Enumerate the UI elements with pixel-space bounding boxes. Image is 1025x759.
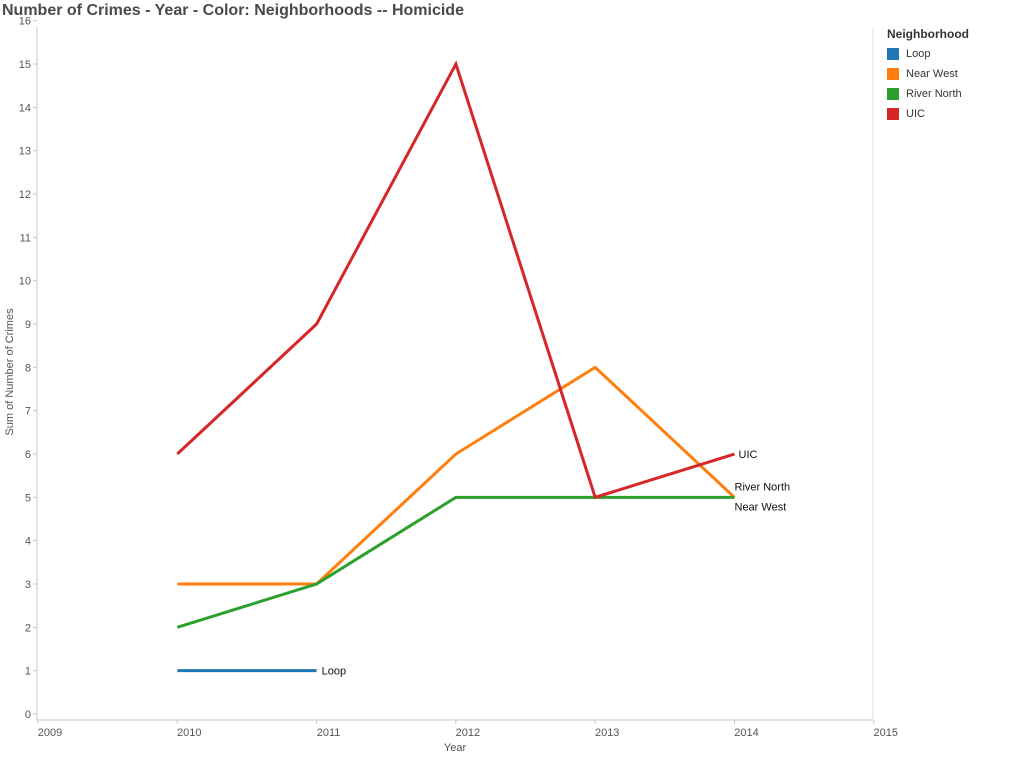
x-tick-label: 2015 [874, 727, 898, 739]
legend-swatch [887, 48, 899, 60]
legend-swatch [887, 88, 899, 100]
y-tick-label: 11 [20, 232, 31, 244]
y-tick-label: 10 [19, 276, 31, 288]
y-tick-label: 8 [25, 362, 31, 374]
series-line-uic [176, 60, 735, 500]
legend-title: Neighborhood [887, 27, 969, 41]
y-tick-label: 1 [25, 666, 31, 678]
x-tick-label: 2009 [38, 727, 62, 739]
legend-label: Loop [906, 48, 931, 60]
y-tick-label: 15 [19, 59, 31, 71]
series-line-river-north [176, 495, 735, 629]
series-lines [176, 60, 736, 673]
legend: Neighborhood Loop Near West River North UIC [887, 27, 969, 124]
legend-item-loop[interactable]: Loop [887, 44, 969, 64]
y-tick-label: 7 [25, 406, 31, 418]
end-label-river-north: River North [735, 481, 791, 493]
series-line-near-west [177, 365, 736, 586]
y-tick-label: 4 [25, 536, 31, 548]
legend-label: UIC [906, 108, 925, 120]
legend-label: Near West [906, 68, 958, 80]
end-label-near-west: Near West [735, 501, 787, 513]
legend-label: River North [906, 88, 962, 100]
end-labels: Loop Near West River North UIC [322, 449, 791, 678]
y-tick-label: 14 [19, 102, 31, 114]
end-label-loop: Loop [322, 666, 346, 678]
y-tick-label: 12 [19, 189, 31, 201]
y-tick-label: 5 [25, 492, 31, 504]
y-axis-title: Sum of Number of Crimes [4, 308, 16, 436]
y-tick-label: 2 [25, 622, 31, 634]
x-tick-label: 2014 [734, 727, 758, 739]
chart-title: Number of Crimes - Year - Color: Neighbo… [2, 2, 464, 19]
y-tick-label: 6 [25, 449, 31, 461]
legend-items: Loop Near West River North UIC [887, 44, 969, 124]
x-tick-label: 2010 [177, 727, 201, 739]
legend-item-river-north[interactable]: River North [887, 84, 969, 104]
legend-item-uic[interactable]: UIC [887, 104, 969, 124]
end-label-uic: UIC [739, 449, 758, 461]
x-tick-label: 2011 [317, 727, 341, 739]
x-tick-label: 2012 [456, 727, 480, 739]
legend-swatch [887, 108, 899, 120]
y-tick-label: 16 [19, 16, 31, 28]
x-axis-title: Year [444, 742, 467, 754]
y-tick-label: 13 [19, 146, 31, 158]
y-tick-label: 3 [25, 579, 31, 591]
y-tick-label: 0 [25, 709, 31, 721]
x-tick-label: 2013 [595, 727, 619, 739]
legend-swatch [887, 68, 899, 80]
legend-item-near-west[interactable]: Near West [887, 64, 969, 84]
y-tick-label: 9 [25, 319, 31, 331]
